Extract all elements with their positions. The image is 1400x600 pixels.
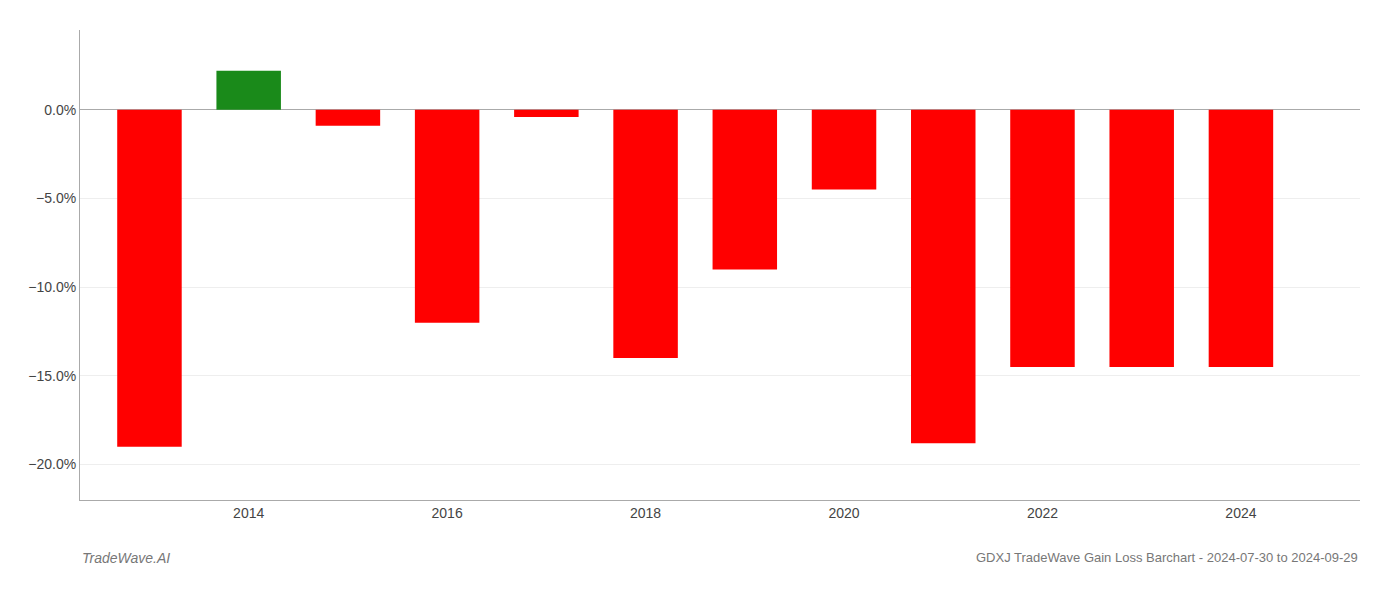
svg-text:2020: 2020 (828, 505, 859, 521)
svg-text:2022: 2022 (1027, 505, 1058, 521)
svg-text:TradeWave.AI: TradeWave.AI (82, 550, 170, 566)
svg-text:−10.0%: −10.0% (28, 279, 76, 295)
svg-text:−20.0%: −20.0% (28, 456, 76, 472)
svg-text:GDXJ TradeWave Gain Loss Barch: GDXJ TradeWave Gain Loss Barchart - 2024… (976, 550, 1358, 565)
svg-text:2024: 2024 (1225, 505, 1256, 521)
svg-text:0.0%: 0.0% (44, 102, 76, 118)
svg-text:−15.0%: −15.0% (28, 368, 76, 384)
svg-text:2016: 2016 (432, 505, 463, 521)
svg-text:2018: 2018 (630, 505, 661, 521)
svg-text:2014: 2014 (233, 505, 264, 521)
svg-text:−5.0%: −5.0% (36, 190, 76, 206)
